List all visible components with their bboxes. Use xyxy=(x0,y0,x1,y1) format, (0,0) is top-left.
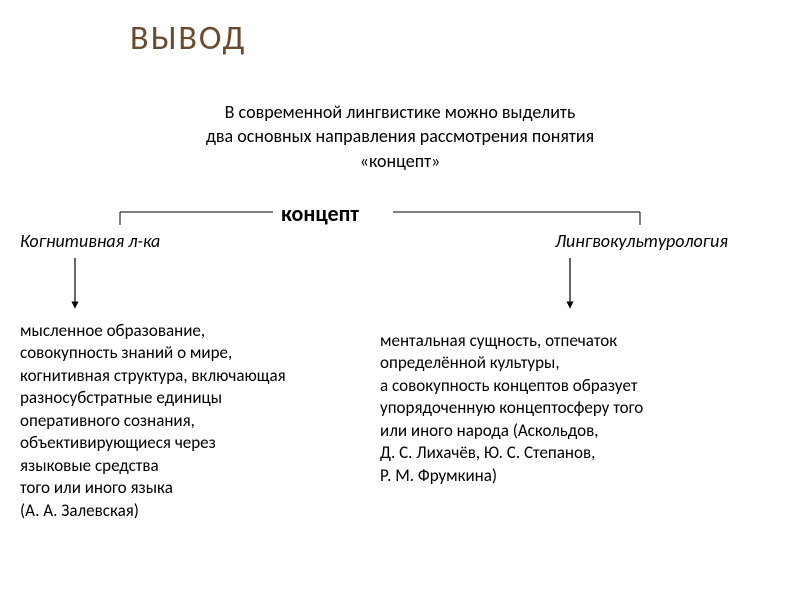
slide-title: ВЫВОД xyxy=(130,18,246,59)
body-line: (А. А. Залевская) xyxy=(20,500,380,522)
body-line: упорядоченную концептосферу того xyxy=(380,397,800,419)
body-line: ментальная сущность, отпечаток xyxy=(380,330,800,352)
intro-line-3: «концепт» xyxy=(100,149,700,173)
body-line: того или иного языка xyxy=(20,477,380,499)
body-line: Д. С. Лихачёв, Ю. С. Степанов, xyxy=(380,442,800,464)
body-line: языковые средства xyxy=(20,455,380,477)
intro-line-2: два основных направления рассмотрения по… xyxy=(100,124,700,148)
right-branch-body: ментальная сущность, отпечатокопределённ… xyxy=(380,330,800,487)
right-branch-label: Лингвокультурология xyxy=(555,230,728,252)
body-line: когнитивная структура, включающая xyxy=(20,365,380,387)
intro-block: В современной лингвистике можно выделить… xyxy=(100,100,700,173)
body-line: а совокупность концептов образует xyxy=(380,375,800,397)
body-line: Р. М. Фрумкина) xyxy=(380,465,800,487)
body-line: объективирующиеся через xyxy=(20,432,380,454)
intro-line-1: В современной лингвистике можно выделить xyxy=(100,100,700,124)
body-line: оперативного сознания, xyxy=(20,410,380,432)
left-branch-body: мысленное образование,совокупность знани… xyxy=(20,320,380,522)
body-line: определённой культуры, xyxy=(380,352,800,374)
body-line: разносубстратные единицы xyxy=(20,387,380,409)
concept-node: концепт xyxy=(273,198,367,229)
body-line: или иного народа (Аскольдов, xyxy=(380,420,800,442)
body-line: мысленное образование, xyxy=(20,320,380,342)
left-branch-label: Когнитивная л-ка xyxy=(20,230,160,252)
body-line: совокупность знаний о мире, xyxy=(20,342,380,364)
